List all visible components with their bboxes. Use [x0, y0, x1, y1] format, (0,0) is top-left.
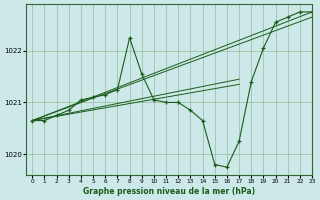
X-axis label: Graphe pression niveau de la mer (hPa): Graphe pression niveau de la mer (hPa)	[83, 187, 255, 196]
